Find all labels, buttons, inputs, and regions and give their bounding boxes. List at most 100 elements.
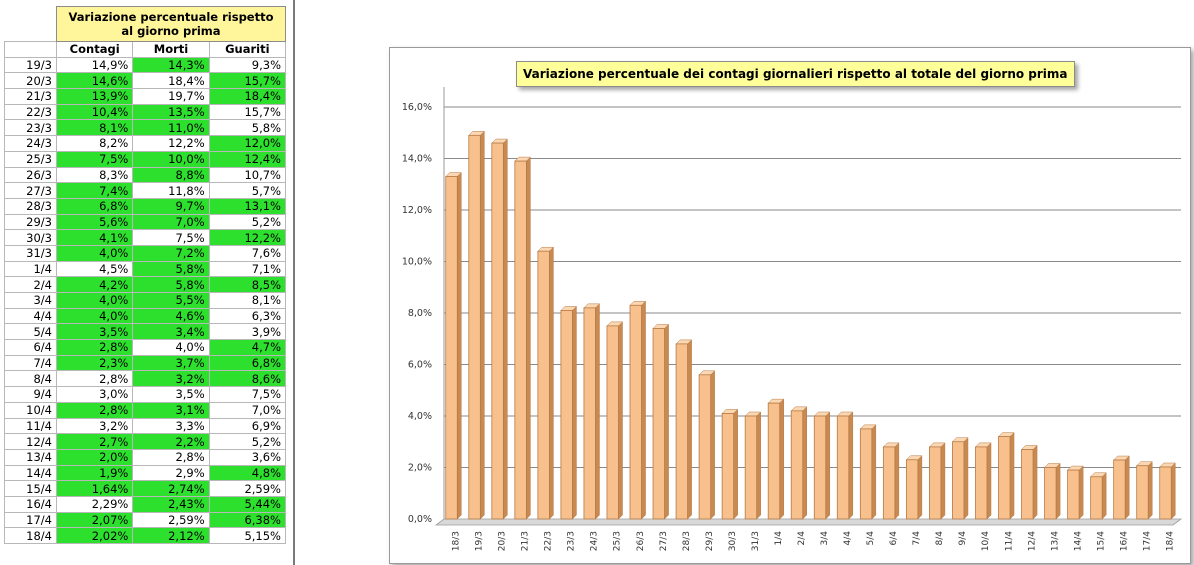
x-tick-label: 31/3 <box>751 531 761 551</box>
row-date: 23/3 <box>4 119 57 137</box>
table-row: 19/3 14,9% 14,3% 9,3% <box>4 56 287 74</box>
table-row: 3/4 4,0% 5,5% 8,1% <box>4 292 287 309</box>
x-tick-label: 4/4 <box>843 531 853 546</box>
cell-morti: 2,43% <box>132 495 210 513</box>
cell-morti: 2,59% <box>132 511 210 529</box>
x-tick-label: 30/3 <box>728 531 738 551</box>
bar-side <box>618 321 623 520</box>
table-row: 23/3 8,1% 11,0% 5,8% <box>4 119 287 137</box>
y-tick-label: 6,0% <box>408 360 432 371</box>
bar-side <box>1009 431 1015 520</box>
bar-side <box>549 246 554 520</box>
row-date: 30/3 <box>4 229 57 246</box>
bar-side <box>710 370 715 520</box>
bar <box>468 134 481 520</box>
bar-side <box>1101 472 1107 520</box>
x-tick-label: 25/3 <box>613 531 623 551</box>
cell-guariti: 4,7% <box>208 339 287 356</box>
cell-contagi: 2,8% <box>55 401 134 419</box>
x-tick-label: 23/3 <box>567 531 577 551</box>
y-tick-label: 12,0% <box>402 205 432 216</box>
row-date: 24/3 <box>4 135 57 152</box>
cell-morti: 7,5% <box>132 229 210 246</box>
bar-side <box>733 408 738 520</box>
bar <box>1159 466 1172 520</box>
table-row: 30/3 4,1% 7,5% 12,2% <box>4 229 287 246</box>
bar <box>998 436 1011 520</box>
cell-guariti: 5,2% <box>208 433 287 450</box>
table-row: 5/4 3,5% 3,4% 3,9% <box>4 323 287 341</box>
x-tick-label: 22/3 <box>544 531 554 551</box>
cell-morti: 3,4% <box>132 323 210 341</box>
bar <box>882 446 896 520</box>
y-tick-label: 2,0% <box>408 463 432 474</box>
y-tick-label: 8,0% <box>408 308 432 319</box>
bar-side <box>825 411 831 520</box>
bar-side <box>457 171 462 520</box>
table-row: 7/4 2,3% 3,7% 6,8% <box>4 354 287 372</box>
x-tick-label: 16/4 <box>1119 531 1129 551</box>
bar-side <box>871 424 877 520</box>
cell-guariti: 5,44% <box>208 495 287 513</box>
cell-guariti: 7,0% <box>208 401 287 419</box>
bar <box>560 310 573 520</box>
bar <box>721 413 735 520</box>
table-row: 15/4 1,64% 2,74% 2,59% <box>4 480 287 497</box>
cell-morti: 4,0% <box>132 339 210 356</box>
table-row: 27/3 7,4% 11,8% 5,7% <box>4 182 287 199</box>
column-separator <box>293 0 295 565</box>
bar-side <box>664 323 669 520</box>
bar <box>1136 465 1149 520</box>
table-row: 1/4 4,5% 5,8% 7,1% <box>4 260 287 278</box>
bar-side <box>1078 465 1084 520</box>
header-morti: Morti <box>132 41 210 58</box>
x-tick-label: 3/4 <box>820 531 830 546</box>
cell-guariti: 7,1% <box>208 260 287 278</box>
cell-morti: 2,9% <box>132 464 210 482</box>
x-tick-label: 8/4 <box>935 531 945 546</box>
table-row: 28/3 6,8% 9,7% 13,1% <box>4 197 287 215</box>
bar-side <box>480 130 485 520</box>
cell-morti: 4,6% <box>132 307 210 325</box>
cell-contagi: 8,3% <box>55 166 134 184</box>
cell-morti: 11,0% <box>132 119 210 137</box>
bar <box>537 250 550 520</box>
table-row: 11/4 3,2% 3,3% 6,9% <box>4 417 287 435</box>
cell-morti: 3,1% <box>132 401 210 419</box>
cell-morti: 5,8% <box>132 260 210 278</box>
bar-side <box>1055 462 1061 520</box>
cell-guariti: 12,2% <box>208 229 287 246</box>
table-row: 31/3 4,0% 7,2% 7,6% <box>4 244 287 262</box>
bar <box>905 459 919 520</box>
cell-morti: 5,5% <box>132 292 210 309</box>
bar <box>952 441 965 520</box>
bar <box>836 415 850 520</box>
bar <box>698 374 712 520</box>
cell-contagi: 4,0% <box>55 244 134 262</box>
bar-side <box>526 156 531 520</box>
table-row: 12/4 2,7% 2,2% 5,2% <box>4 433 287 450</box>
row-date: 8/4 <box>4 370 57 388</box>
cell-guariti: 3,6% <box>208 448 287 466</box>
row-date: 3/4 <box>4 292 57 309</box>
cell-morti: 3,3% <box>132 417 210 435</box>
cell-contagi: 14,6% <box>55 72 134 90</box>
bar-side <box>1124 455 1130 520</box>
cell-guariti: 6,9% <box>208 417 287 435</box>
cell-morti: 2,74% <box>132 480 210 497</box>
cell-morti: 13,5% <box>132 103 210 121</box>
cell-morti: 9,7% <box>132 197 210 215</box>
cell-morti: 14,3% <box>132 56 210 74</box>
x-tick-label: 20/3 <box>498 531 508 551</box>
bar <box>1067 469 1080 520</box>
cell-guariti: 9,3% <box>208 56 287 74</box>
row-date: 12/4 <box>4 433 57 450</box>
bar-side <box>687 339 692 520</box>
cell-contagi: 13,9% <box>55 88 134 105</box>
header-contagi: Contagi <box>55 41 134 58</box>
x-tick-label: 1/4 <box>774 531 784 546</box>
table-row: 10/4 2,8% 3,1% 7,0% <box>4 401 287 419</box>
cell-guariti: 2,59% <box>208 480 287 497</box>
table-row: 16/4 2,29% 2,43% 5,44% <box>4 495 287 513</box>
row-date: 16/4 <box>4 495 57 513</box>
